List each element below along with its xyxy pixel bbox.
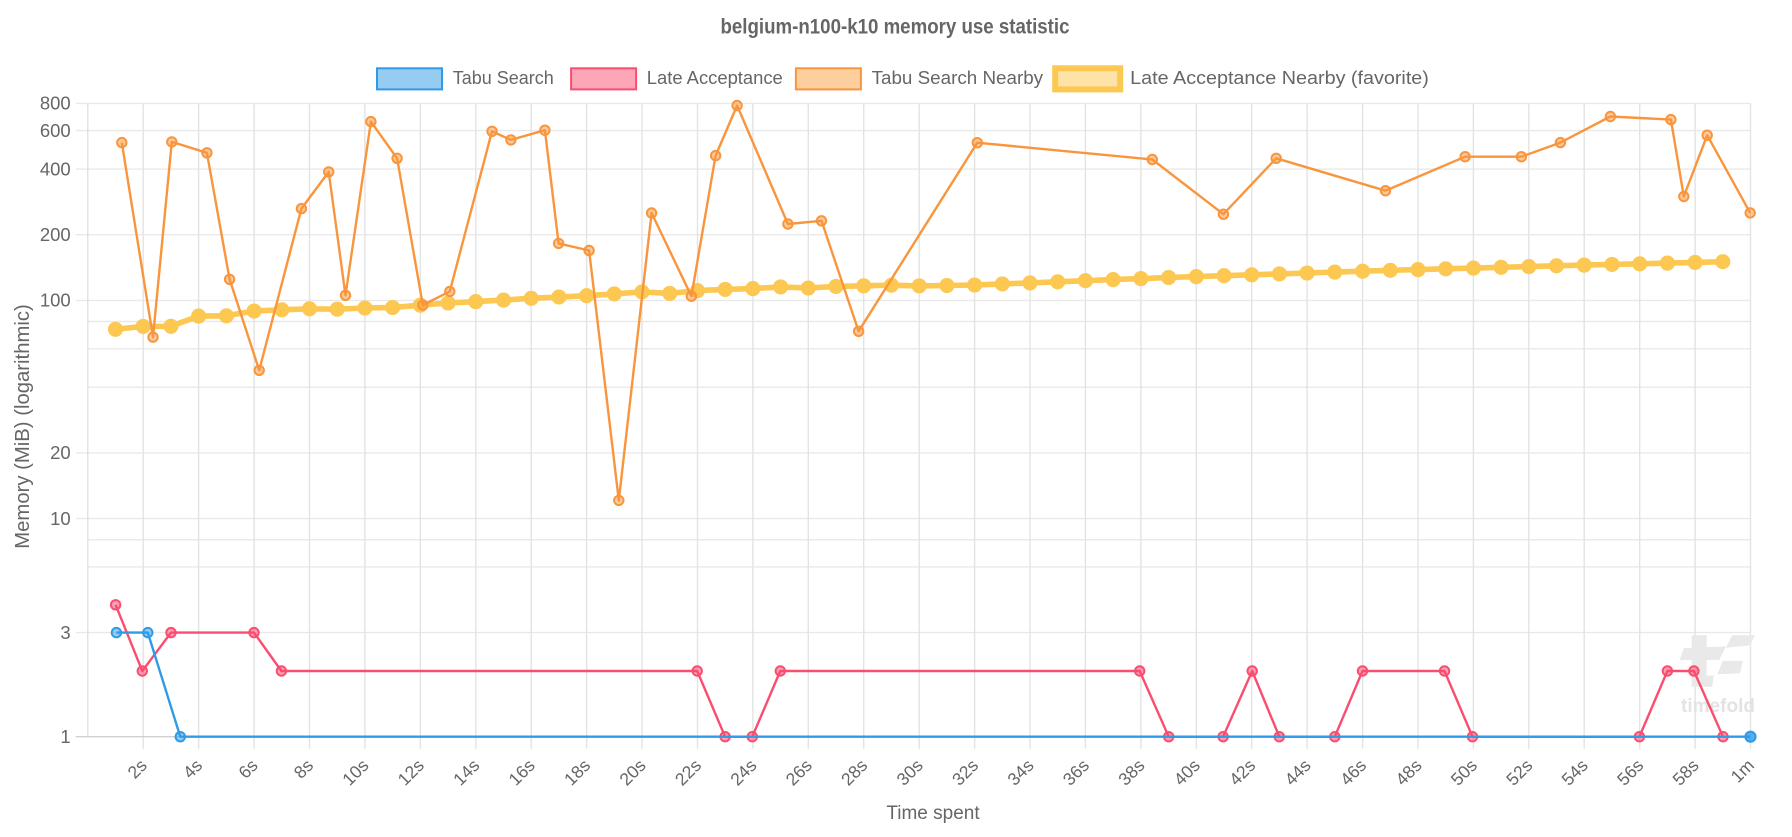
svg-text:Late Acceptance Nearby (favori: Late Acceptance Nearby (favorite): [1130, 68, 1429, 88]
svg-text:3: 3: [60, 622, 70, 643]
svg-text:Tabu Search Nearby: Tabu Search Nearby: [872, 68, 1044, 88]
svg-text:Memory (MiB) (logarithmic): Memory (MiB) (logarithmic): [12, 304, 34, 549]
svg-text:Late Acceptance: Late Acceptance: [647, 68, 783, 88]
svg-text:600: 600: [40, 120, 71, 141]
svg-text:800: 800: [40, 93, 71, 114]
svg-text:1: 1: [60, 726, 70, 747]
svg-text:100: 100: [40, 290, 71, 311]
svg-text:20: 20: [50, 442, 71, 463]
svg-text:timefold: timefold: [1681, 695, 1755, 717]
svg-text:10: 10: [50, 508, 71, 529]
svg-text:200: 200: [40, 224, 71, 245]
svg-text:Time spent: Time spent: [886, 803, 980, 824]
svg-text:belgium-n100-k10 memory use st: belgium-n100-k10 memory use statistic: [721, 15, 1070, 38]
svg-text:400: 400: [40, 158, 71, 179]
svg-text:Tabu Search: Tabu Search: [453, 68, 554, 88]
